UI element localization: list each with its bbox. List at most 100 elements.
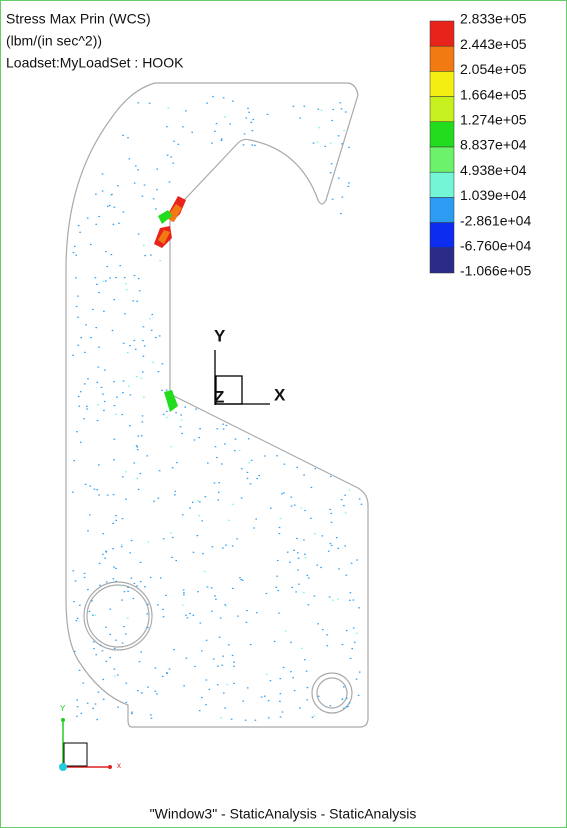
stress-vector	[331, 120, 333, 121]
stress-vector	[337, 599, 339, 600]
stress-vector	[183, 592, 185, 593]
stress-vector	[140, 581, 142, 582]
stress-vector	[87, 530, 89, 531]
stress-vector	[193, 552, 195, 553]
stress-vector	[218, 482, 220, 483]
stress-vector	[344, 545, 346, 546]
viewport: Stress Max Prin (WCS) (lbm/(in sec^2)) L…	[0, 0, 567, 828]
stress-vector	[336, 537, 338, 538]
stress-vector	[78, 345, 80, 346]
stress-vector	[280, 518, 282, 519]
stress-vector	[117, 185, 119, 186]
stress-vector	[318, 696, 320, 697]
stress-vector	[111, 254, 113, 255]
stress-vector	[299, 707, 301, 708]
stress-vector	[322, 535, 324, 536]
stress-vector	[232, 655, 234, 656]
stress-vector	[156, 693, 158, 694]
stress-vector	[242, 701, 244, 702]
stress-vector	[135, 349, 137, 350]
stress-vector	[348, 186, 350, 187]
stress-vector	[261, 697, 263, 698]
stress-vector	[167, 155, 169, 156]
stress-vector	[174, 494, 176, 495]
stress-vector	[140, 651, 142, 652]
stress-vector	[294, 505, 296, 506]
stress-vector	[124, 591, 126, 592]
stress-vector	[120, 585, 122, 586]
legend-label: 1.274e+05	[460, 112, 527, 128]
stress-vector	[113, 381, 115, 382]
stress-vector	[115, 581, 117, 582]
stress-vector	[138, 278, 140, 279]
stress-vector	[189, 613, 191, 614]
stress-vector	[227, 684, 229, 685]
stress-vector	[293, 106, 295, 107]
stress-vector	[348, 147, 350, 148]
stress-vector	[223, 428, 225, 429]
stress-vector	[87, 218, 89, 219]
stress-vector	[277, 590, 279, 591]
stress-vector	[189, 508, 191, 509]
stress-vector	[138, 489, 140, 490]
stress-vector	[301, 648, 303, 649]
axis-x-label: X	[274, 385, 286, 404]
legend-swatch	[430, 122, 454, 147]
stress-vector	[197, 591, 199, 592]
stress-vector	[137, 169, 139, 170]
stress-vector	[102, 554, 104, 555]
stress-vector	[149, 103, 151, 104]
stress-vector	[119, 265, 121, 266]
stress-vector	[139, 290, 141, 291]
stress-vector	[85, 324, 87, 325]
stress-vector	[76, 699, 78, 700]
stress-vector	[201, 697, 203, 698]
stress-vector	[328, 551, 330, 552]
stress-vector	[349, 490, 351, 491]
stress-vector	[299, 118, 301, 119]
legend-label: 2.443e+05	[460, 36, 527, 52]
stress-vector	[77, 317, 79, 318]
stress-vector	[329, 509, 331, 510]
stress-vector	[117, 674, 119, 675]
stress-vector	[125, 499, 127, 500]
stress-vector	[289, 562, 291, 563]
stress-vector	[345, 111, 347, 112]
stress-vector	[253, 119, 255, 120]
stress-vector	[152, 362, 154, 363]
stress-vector	[346, 630, 348, 631]
stress-vector	[77, 618, 79, 619]
stress-vector	[144, 345, 146, 346]
stress-vector	[310, 518, 312, 519]
stress-vector	[124, 277, 126, 278]
stress-vector	[316, 565, 318, 566]
stress-vector	[301, 508, 303, 509]
stress-vector	[340, 213, 342, 214]
stress-vector	[343, 686, 345, 687]
stress-vector	[312, 717, 314, 718]
stress-vector	[251, 460, 253, 461]
stress-vector	[115, 640, 117, 641]
stress-vector	[221, 138, 223, 139]
stress-vector	[192, 502, 194, 503]
stress-vector	[109, 634, 111, 635]
stress-vector	[79, 406, 81, 407]
stress-vector	[125, 471, 127, 472]
stress-vector	[73, 252, 75, 253]
stress-vector	[101, 387, 103, 388]
stress-vector	[106, 661, 108, 662]
stress-vector	[292, 677, 294, 678]
stress-vector	[141, 435, 143, 436]
stress-vector	[180, 414, 182, 415]
stress-vector	[166, 126, 168, 127]
stress-vector	[73, 601, 75, 602]
stress-vector	[121, 544, 123, 545]
stress-vector	[338, 135, 340, 136]
stress-vector	[255, 518, 257, 519]
stress-vector	[348, 182, 350, 183]
stress-vector	[343, 708, 345, 709]
stress-vector	[217, 428, 219, 429]
stress-vector	[349, 702, 351, 703]
stress-vector	[241, 468, 243, 469]
stress-vector	[76, 431, 78, 432]
